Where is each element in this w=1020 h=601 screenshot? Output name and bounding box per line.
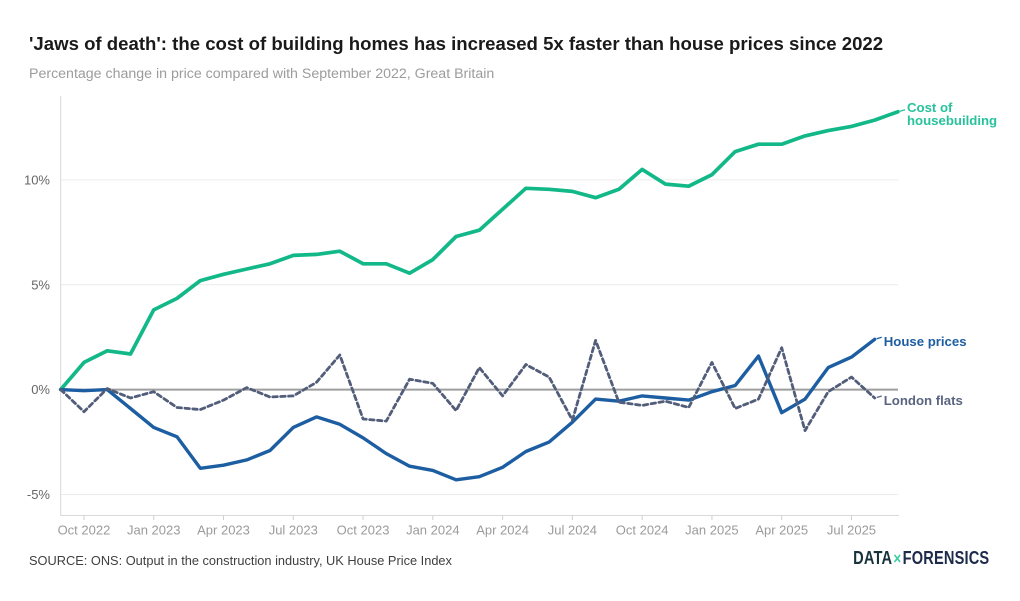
x-tick-label-Jul 2023: Jul 2023 <box>269 523 318 538</box>
series-line-london-flats <box>59 338 877 433</box>
logo-text-forensics: FORENSICS <box>902 547 989 568</box>
chart-subtitle: Percentage change in price compared with… <box>29 66 495 82</box>
y-tick-label-5%: 5% <box>31 277 50 292</box>
series-line-house-prices <box>59 337 877 482</box>
x-tick-label-Oct 2024: Oct 2024 <box>616 523 669 538</box>
x-tick-label-Jul 2024: Jul 2024 <box>548 523 597 538</box>
logo-text-data: DATA <box>852 547 892 568</box>
logo-x-icon: × <box>893 549 902 568</box>
x-tick-label-Apr 2025: Apr 2025 <box>755 523 808 538</box>
series-line-cost-of-housebuilding <box>58 109 900 392</box>
x-tick-label-Oct 2023: Oct 2023 <box>337 523 390 538</box>
x-tick-label-Jul 2025: Jul 2025 <box>827 523 876 538</box>
y-tick-label-10%: 10% <box>24 172 50 187</box>
y-tick-label--5%: -5% <box>27 487 51 502</box>
publisher-logo: DATA×FORENSICS <box>853 547 989 569</box>
label-leader-cost-of-housebuilding <box>899 109 906 112</box>
series-label-cost-of-housebuilding: Cost of housebuilding <box>907 99 998 129</box>
y-tick-label-0%: 0% <box>31 382 50 397</box>
x-tick-label-Apr 2023: Apr 2023 <box>197 523 250 538</box>
label-leader-london-flats <box>876 395 882 399</box>
x-tick-label-Oct 2022: Oct 2022 <box>58 523 111 538</box>
x-tick-label-Jan 2023: Jan 2023 <box>127 523 181 538</box>
x-tick-label-Jan 2025: Jan 2025 <box>685 523 739 538</box>
label-leader-house-prices <box>876 336 882 340</box>
chart-title: 'Jaws of death': the cost of building ho… <box>29 33 884 54</box>
series-label-house-prices: House prices <box>883 334 967 350</box>
source-note: SOURCE: ONS: Output in the construction … <box>29 553 452 568</box>
x-tick-label-Jan 2024: Jan 2024 <box>406 523 460 538</box>
series-label-london-flats: London flats <box>883 393 963 409</box>
x-tick-label-Apr 2024: Apr 2024 <box>476 523 529 538</box>
